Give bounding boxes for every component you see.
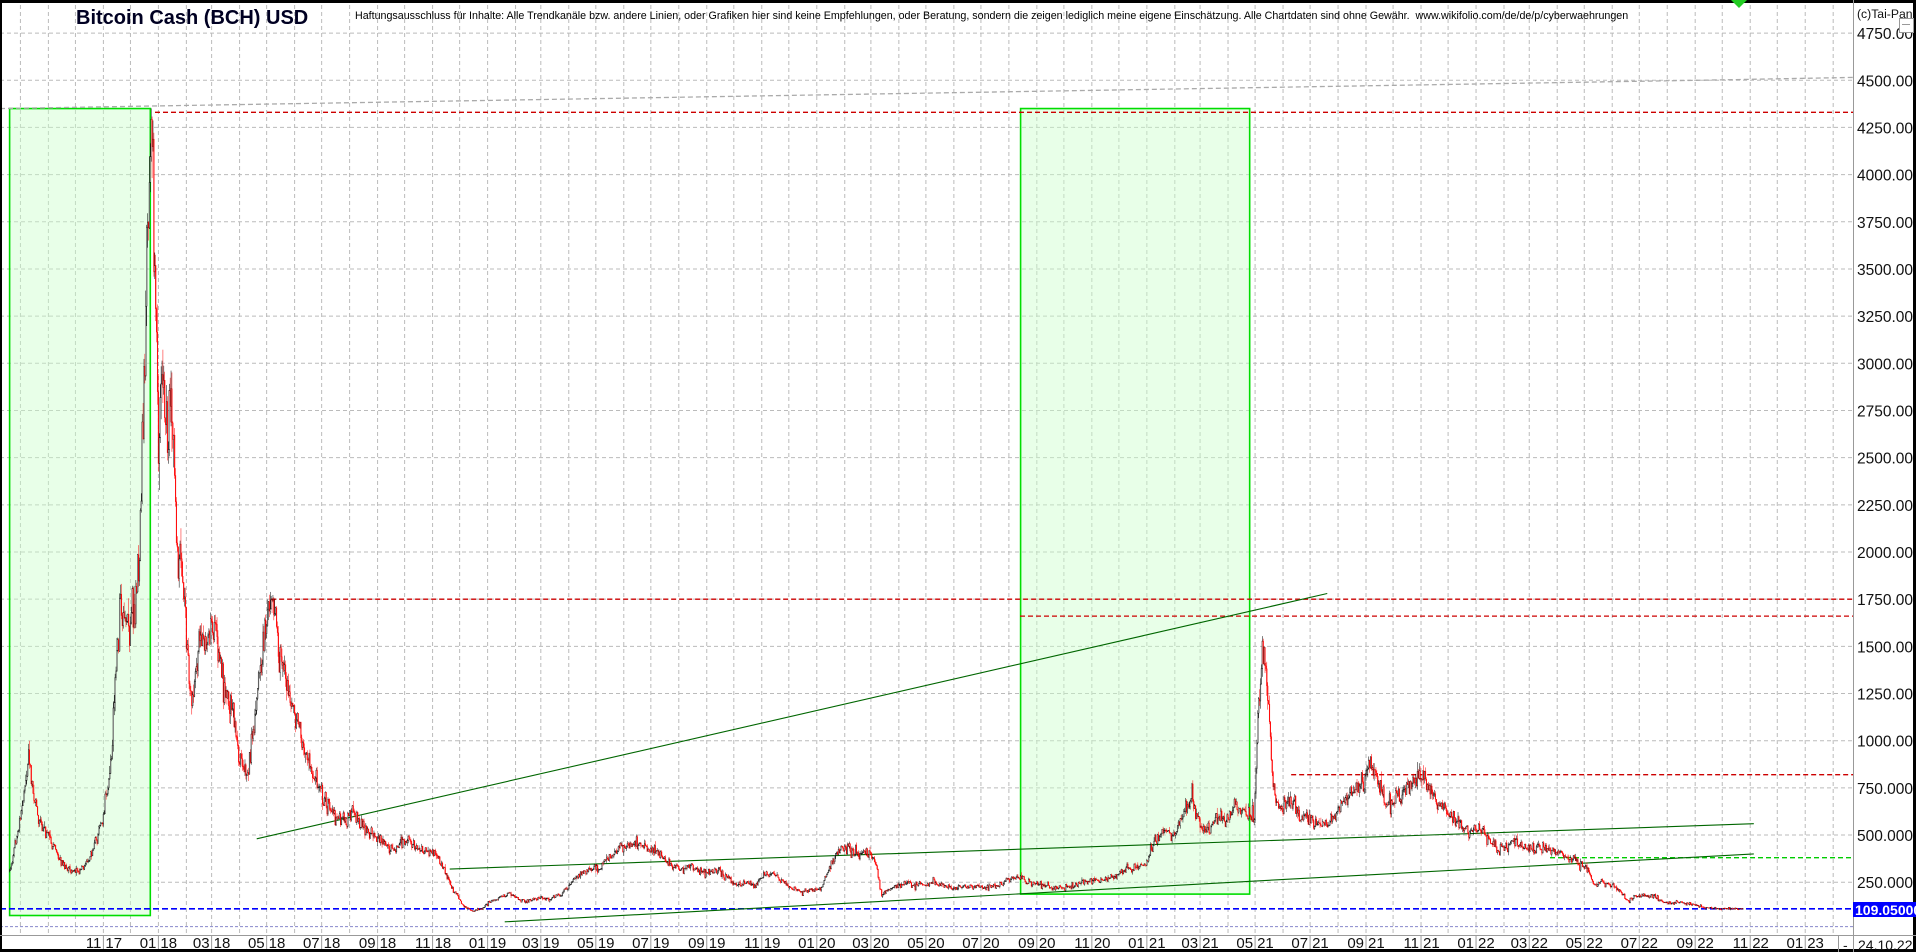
svg-text:1250.000: 1250.000 <box>1857 687 1916 704</box>
svg-text:2750.000: 2750.000 <box>1857 403 1916 420</box>
svg-text:4000.000: 4000.000 <box>1857 168 1916 185</box>
svg-text:1000.000: 1000.000 <box>1857 734 1916 751</box>
svg-text:3500.000: 3500.000 <box>1857 262 1916 279</box>
svg-text:250.0000: 250.0000 <box>1857 875 1916 892</box>
svg-text:2250.000: 2250.000 <box>1857 498 1916 515</box>
svg-text:1500.000: 1500.000 <box>1857 639 1916 656</box>
svg-text:3250.000: 3250.000 <box>1857 309 1916 326</box>
svg-text:4500.000: 4500.000 <box>1857 73 1916 90</box>
svg-text:2000.000: 2000.000 <box>1857 545 1916 562</box>
svg-text:1750.000: 1750.000 <box>1857 592 1916 609</box>
svg-text:3750.000: 3750.000 <box>1857 215 1916 232</box>
svg-text:750.0000: 750.0000 <box>1857 781 1916 798</box>
svg-text:500.0000: 500.0000 <box>1857 828 1916 845</box>
svg-text:4250.000: 4250.000 <box>1857 120 1916 137</box>
svg-text:2500.000: 2500.000 <box>1857 451 1916 468</box>
svg-text:3000.000: 3000.000 <box>1857 356 1916 373</box>
